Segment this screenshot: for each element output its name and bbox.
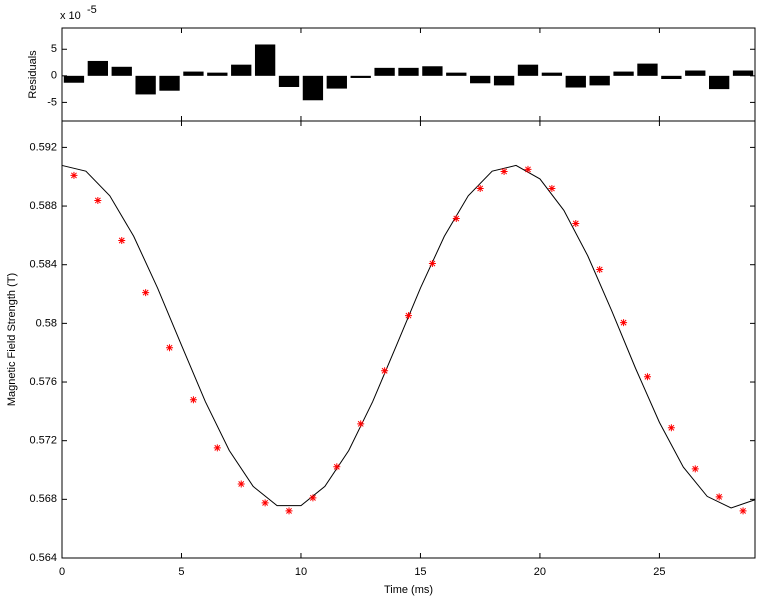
residual-bar [541,72,563,76]
y-tick-label: 0.584 [29,259,57,271]
residual-bar [111,66,132,76]
y-tick-label: 0 [51,70,57,82]
y-tick-label: 0.588 [29,200,57,212]
x-tick-label: 15 [414,566,426,578]
data-point [94,196,102,204]
data-point [715,493,723,501]
y-tick-label: 0.58 [36,317,57,329]
data-point [237,480,245,488]
data-point [691,465,699,473]
residual-bar [350,75,371,78]
x-tick-label: 20 [534,566,546,578]
data-point [381,367,389,375]
residual-bar [732,70,754,76]
y-tick-label: 0.576 [29,376,57,388]
residual-bar [637,63,658,76]
residual-bar [87,60,109,76]
exponent-base: x 10 [60,10,81,22]
data-point [166,344,174,352]
residual-bar [685,70,706,76]
residual-bar [63,75,85,83]
x-tick-label: 25 [653,566,665,578]
data-point [333,463,341,471]
data-point [261,499,269,507]
y-tick-label: 0.564 [29,552,57,564]
data-point [452,215,460,223]
data-point [285,507,293,515]
residual-bar [708,75,730,90]
y-tick-label: 0.568 [29,493,57,505]
data-point [118,237,126,245]
y-tick-label: 0.572 [29,435,57,447]
y-axis-label: Residuals [27,50,39,99]
y-tick-label: 5 [51,43,57,55]
residual-bar [446,72,467,76]
residual-bar [565,75,586,88]
residual-bar [398,67,419,76]
residual-bar [207,72,228,76]
residual-bar [302,75,324,101]
residual-bar [613,71,634,76]
residual-bar [589,75,610,86]
y-tick-label: -5 [47,96,57,108]
data-point [667,424,675,432]
y-tick-label: 0.592 [29,141,57,153]
axes-box [61,120,756,559]
x-axis-label: Time (ms) [384,584,433,596]
residual-bar [661,75,682,80]
x-tick-label: 5 [178,566,184,578]
residual-bar [517,64,539,76]
residual-bar [183,71,204,76]
residual-bar [422,66,443,76]
data-point [70,171,78,179]
data-point [476,184,484,192]
data-point [142,289,150,297]
data-point [405,312,412,320]
x-tick-label: 10 [295,566,307,578]
data-point [572,220,580,228]
data-point [309,494,317,502]
residual-bar [493,75,515,86]
data-point [357,420,365,428]
residual-bar [278,75,300,87]
x-tick-label: 0 [59,566,65,578]
residual-bar [159,75,180,91]
data-point [596,266,604,274]
data-point [189,396,197,404]
residual-bar [374,67,395,76]
residual-bar [254,44,276,76]
exponent-power: -5 [87,4,97,16]
data-point [524,165,532,173]
residual-bar [231,64,252,76]
data-point [548,184,556,192]
residual-bar [470,75,491,84]
y-axis-label: Magnetic Field Strength (T) [6,273,18,406]
data-point [428,260,436,268]
data-point [643,373,651,381]
residual-bar [326,75,347,89]
residual-bar [135,75,156,95]
data-point [213,444,221,452]
data-point [500,167,508,175]
data-point [739,507,747,515]
data-point [620,319,628,327]
